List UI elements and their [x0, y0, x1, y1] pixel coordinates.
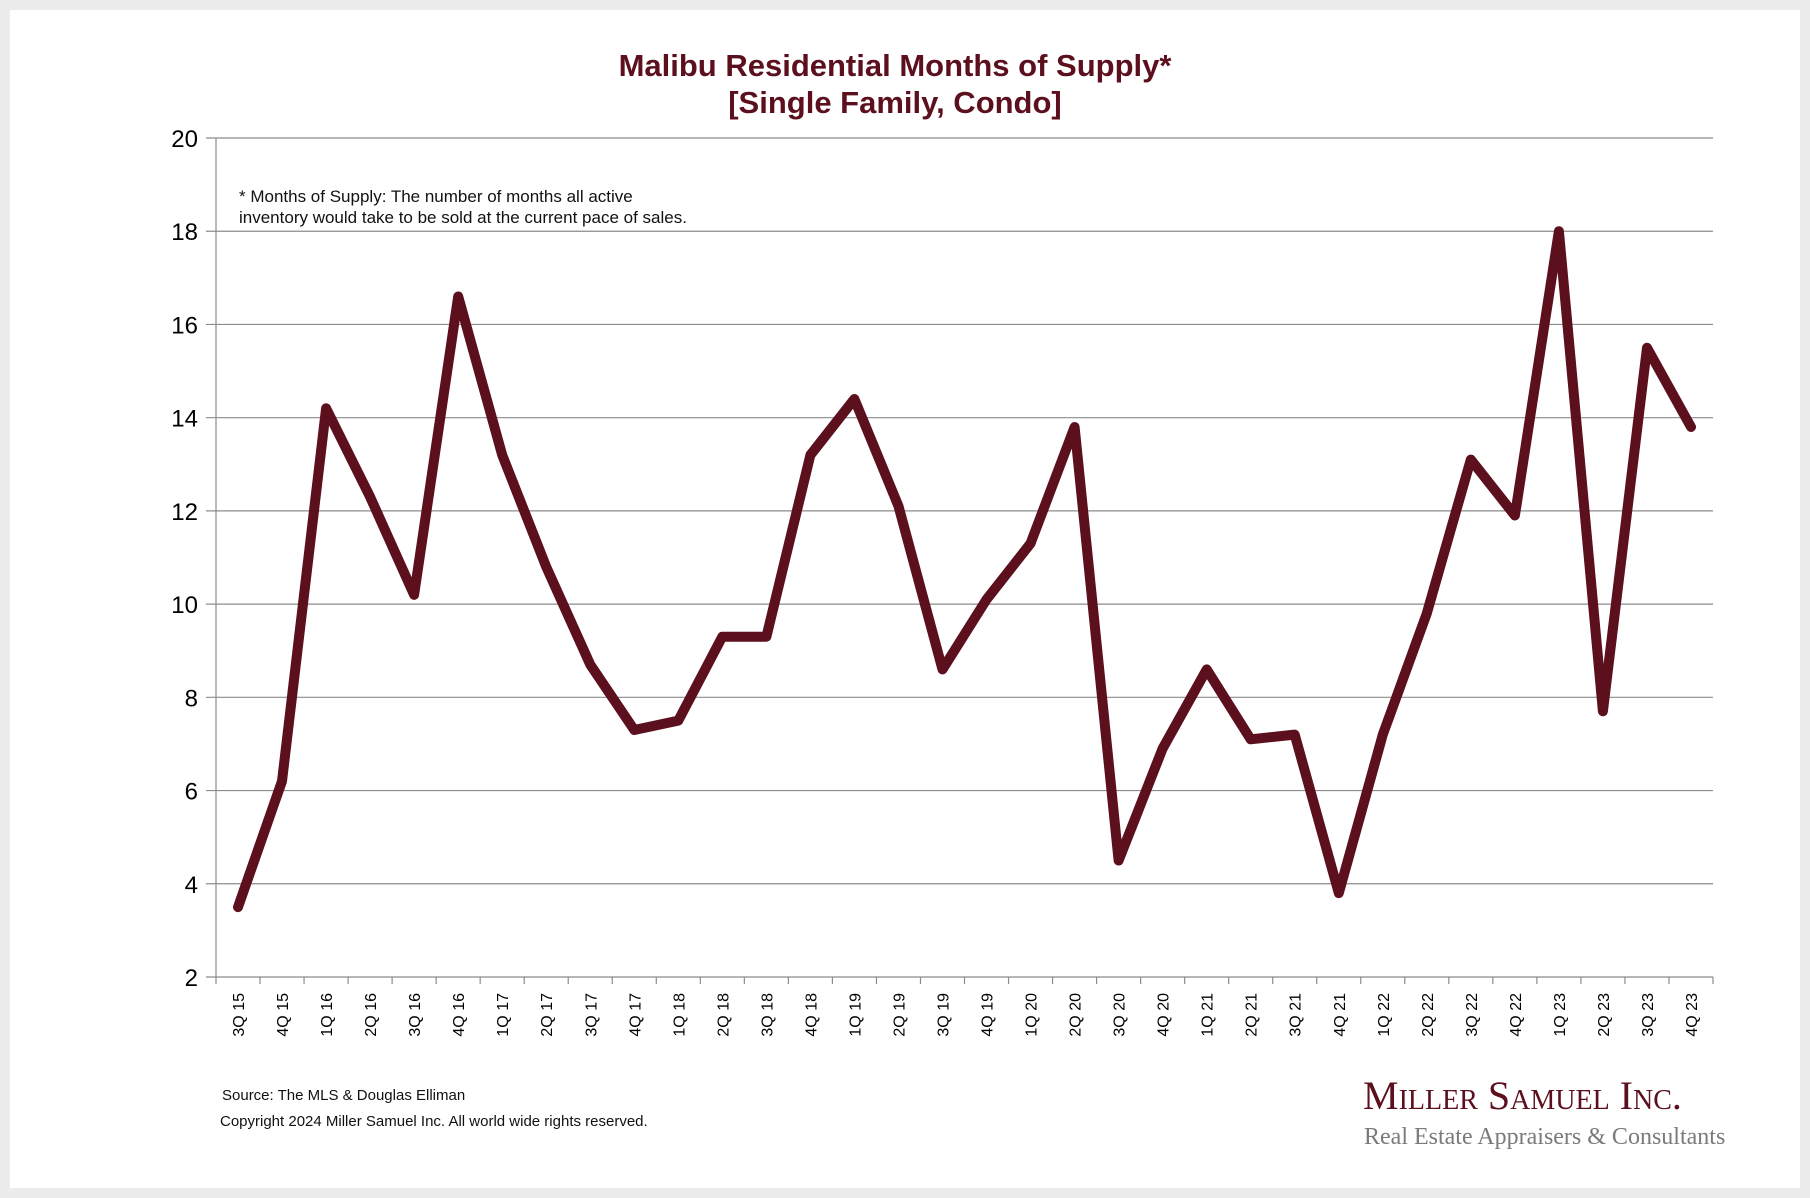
x-tick-label: 4Q 23 — [1684, 993, 1701, 1037]
x-tick-label: 4Q 16 — [451, 993, 468, 1037]
x-tick-label: 3Q 16 — [407, 993, 424, 1037]
x-tick-label: 1Q 21 — [1200, 993, 1217, 1037]
x-tick-label: 3Q 18 — [759, 993, 776, 1037]
line-chart: 2 4 6 8 10 12 14 16 18 20 3Q 15 4Q 15 1Q 16 2Q 16 3Q 1… — [171, 126, 1714, 1037]
x-tick-label: 3Q 22 — [1464, 993, 1481, 1037]
y-tick-label: 2 — [185, 965, 198, 992]
chart-frame: Malibu Residential Months of Supply* [Si… — [10, 10, 1800, 1188]
y-tick-label: 20 — [171, 126, 198, 153]
source-text: Source: The MLS & Douglas Elliman — [222, 1087, 466, 1104]
x-tick-label: 3Q 17 — [583, 993, 600, 1037]
annotation-line-1: * Months of Supply: The number of months… — [239, 187, 633, 206]
series-line — [233, 226, 1696, 913]
chart-annotation: * Months of Supply: The number of months… — [239, 186, 687, 228]
x-tick-label: 3Q 20 — [1112, 993, 1129, 1037]
x-tick-label: 2Q 18 — [715, 993, 732, 1037]
x-tick-label: 2Q 16 — [363, 993, 380, 1037]
x-tick-label: 4Q 15 — [275, 993, 292, 1037]
x-tick-label: 1Q 16 — [319, 993, 336, 1037]
x-tick-label: 1Q 17 — [495, 993, 512, 1037]
chart-subtitle: [Single Family, Condo] — [728, 85, 1062, 120]
x-tick-label: 4Q 22 — [1508, 993, 1525, 1037]
x-tick-label: 3Q 23 — [1640, 993, 1657, 1037]
y-tick-label: 16 — [171, 312, 198, 339]
y-tick-label: 18 — [171, 219, 198, 246]
x-tick-label: 4Q 18 — [803, 993, 820, 1037]
x-tick-label: 2Q 19 — [891, 993, 908, 1037]
y-tick-label: 8 — [185, 685, 198, 712]
x-tick-label: 4Q 20 — [1156, 993, 1173, 1037]
y-tick-label: 4 — [185, 872, 198, 899]
x-tick-label: 1Q 19 — [847, 993, 864, 1037]
x-tick-label: 2Q 21 — [1244, 993, 1261, 1037]
x-tick-label: 2Q 17 — [539, 993, 556, 1037]
x-tick-label: 1Q 20 — [1024, 993, 1041, 1037]
x-tick-label: 1Q 22 — [1376, 993, 1393, 1037]
x-tick-label: 2Q 22 — [1420, 993, 1437, 1037]
annotation-line-2: inventory would take to be sold at the c… — [239, 208, 687, 227]
x-tick-label: 3Q 21 — [1288, 993, 1305, 1037]
x-tick-label: 4Q 17 — [627, 993, 644, 1037]
y-tick-label: 12 — [171, 499, 198, 526]
x-tick-label: 1Q 23 — [1552, 993, 1569, 1037]
copyright-text: Copyright 2024 Miller Samuel Inc. All wo… — [220, 1113, 648, 1130]
x-tick-label: 4Q 19 — [980, 993, 997, 1037]
logo-company-name: Miller Samuel Inc. — [1363, 1073, 1682, 1118]
x-tick-label: 1Q 18 — [671, 993, 688, 1037]
x-tick-label: 3Q 15 — [231, 993, 248, 1037]
y-tick-label: 10 — [171, 592, 198, 619]
x-tick-label: 2Q 20 — [1068, 993, 1085, 1037]
y-tick-label: 14 — [171, 406, 198, 433]
logo-tagline: Real Estate Appraisers & Consultants — [1364, 1124, 1726, 1150]
x-tick-label: 3Q 19 — [935, 993, 952, 1037]
y-tick-label: 6 — [185, 779, 198, 806]
x-tick-label: 4Q 21 — [1332, 993, 1349, 1037]
x-tick-label: 2Q 23 — [1596, 993, 1613, 1037]
chart-title: Malibu Residential Months of Supply* — [618, 48, 1172, 83]
